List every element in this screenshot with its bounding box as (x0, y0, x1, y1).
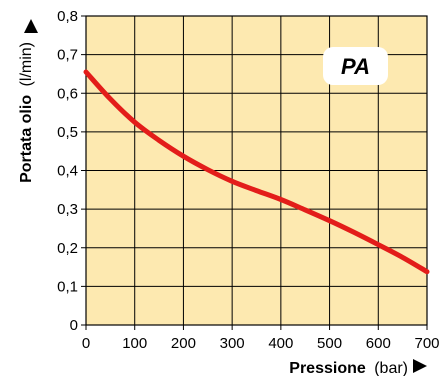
y-tick-label: 0,2 (57, 240, 78, 257)
badge: PA (323, 47, 388, 85)
x-tick-labels: 0 100 200 300 400 500 600 700 (82, 335, 440, 352)
y-axis-title: Portata olio (l/min) (18, 42, 35, 183)
y-tick-label: 0,3 (57, 201, 78, 218)
x-axis-title: Pressione (bar) (289, 360, 408, 376)
y-tick-label: 0,6 (57, 85, 78, 102)
x-tick-label: 400 (268, 335, 293, 352)
x-axis-title-unit: (bar) (374, 360, 408, 376)
badge-label: PA (341, 54, 370, 79)
x-tick-label: 500 (317, 335, 342, 352)
y-axis-title-main: Portata olio (18, 95, 35, 183)
x-axis-arrow-icon (413, 359, 427, 373)
y-tick-label: 0,1 (57, 278, 78, 295)
x-tick-label: 300 (220, 335, 245, 352)
x-tick-label: 600 (366, 335, 391, 352)
plot-frame (85, 15, 428, 326)
x-tick-label: 0 (82, 335, 90, 352)
x-tick-label: 700 (414, 335, 439, 352)
y-tick-label: 0 (70, 317, 78, 334)
y-tick-label: 0,8 (57, 8, 78, 25)
y-tick-label: 0,4 (57, 163, 78, 180)
y-axis-arrow-icon (24, 19, 38, 33)
y-tick-labels: 0 0,1 0,2 0,3 0,4 0,5 0,6 0,7 0,8 (57, 8, 78, 334)
y-axis-title-unit: (l/min) (18, 42, 35, 86)
series-line (83, 69, 430, 275)
grid (81, 15, 428, 330)
x-tick-label: 200 (171, 335, 196, 352)
y-tick-label: 0,5 (57, 124, 78, 141)
y-tick-label: 0,7 (57, 47, 78, 64)
x-axis-title-main: Pressione (289, 360, 366, 376)
x-tick-label: 100 (122, 335, 147, 352)
badge-box (323, 47, 388, 85)
